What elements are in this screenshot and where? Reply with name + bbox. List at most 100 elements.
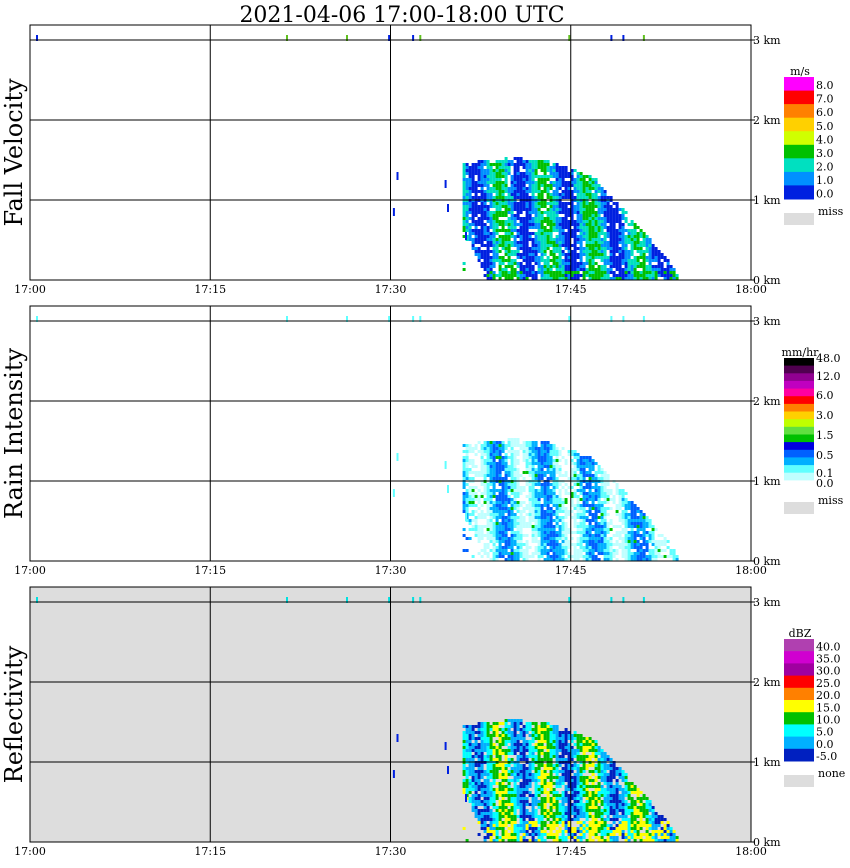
echo-cell bbox=[534, 462, 538, 465]
echo-cell bbox=[495, 253, 499, 256]
echo-cell bbox=[564, 558, 568, 561]
echo-cell bbox=[543, 531, 547, 534]
echo-cell bbox=[465, 172, 469, 175]
echo-cell bbox=[510, 543, 514, 546]
echo-cell bbox=[492, 516, 496, 519]
echo-cell bbox=[516, 833, 520, 836]
echo-cell bbox=[537, 516, 541, 519]
echo-cell bbox=[534, 839, 538, 842]
echo-cell bbox=[582, 235, 586, 238]
echo-cell bbox=[531, 728, 535, 731]
echo-cell bbox=[633, 244, 637, 247]
echo-cell bbox=[546, 510, 550, 513]
echo-cell bbox=[549, 495, 553, 498]
echo-cell bbox=[498, 546, 502, 549]
echo-cell bbox=[492, 447, 496, 450]
echo-cell bbox=[552, 504, 556, 507]
echo-cell bbox=[495, 160, 499, 163]
echo-cell bbox=[534, 220, 538, 223]
echo-cell bbox=[465, 734, 469, 737]
echo-cell bbox=[522, 537, 526, 540]
echo-cell bbox=[576, 226, 580, 229]
echo-cell bbox=[540, 815, 544, 818]
echo-cell bbox=[516, 779, 520, 782]
echo-cell bbox=[585, 534, 589, 537]
echo-cell bbox=[501, 274, 505, 277]
echo-cell bbox=[519, 244, 523, 247]
echo-cell bbox=[507, 543, 511, 546]
echo-cell bbox=[642, 519, 646, 522]
echo-cell bbox=[483, 740, 487, 743]
echo-cell bbox=[486, 504, 490, 507]
echo-cell bbox=[627, 274, 631, 277]
echo-cell bbox=[597, 202, 601, 205]
echo-cell bbox=[525, 558, 529, 561]
echo-cell bbox=[639, 244, 643, 247]
echo-cell bbox=[537, 211, 541, 214]
echo-cell bbox=[519, 181, 523, 184]
echo-cell bbox=[642, 522, 646, 525]
echo-cell bbox=[480, 764, 484, 767]
echo-cell bbox=[516, 486, 520, 489]
echo-cell bbox=[570, 259, 574, 262]
echo-cell bbox=[579, 193, 583, 196]
echo-cell bbox=[501, 516, 505, 519]
echo-cell bbox=[534, 833, 538, 836]
echo-cell bbox=[531, 800, 535, 803]
echo-cell bbox=[564, 271, 568, 274]
echo-cell bbox=[552, 447, 556, 450]
echo-cell bbox=[492, 462, 496, 465]
echo-cell bbox=[645, 238, 649, 241]
legend-label: 0.0 bbox=[816, 477, 834, 490]
echo-cell bbox=[483, 489, 487, 492]
echo-cell bbox=[597, 546, 601, 549]
echo-cell bbox=[552, 555, 556, 558]
echo-cell bbox=[507, 519, 511, 522]
echo-cell bbox=[609, 492, 613, 495]
echo-cell bbox=[591, 543, 595, 546]
echo-cell bbox=[564, 447, 568, 450]
echo-cell bbox=[636, 256, 640, 259]
echo-cell bbox=[615, 483, 619, 486]
echo-cell bbox=[627, 271, 631, 274]
echo-cell bbox=[498, 220, 502, 223]
echo-cell bbox=[558, 247, 562, 250]
echo-cell bbox=[558, 262, 562, 265]
echo-cell bbox=[486, 764, 490, 767]
echo-cell bbox=[501, 827, 505, 830]
echo-cell bbox=[579, 211, 583, 214]
echo-cell bbox=[495, 746, 499, 749]
echo-cell bbox=[561, 172, 565, 175]
echo-cell bbox=[495, 528, 499, 531]
echo-cell bbox=[576, 543, 580, 546]
echo-cell bbox=[570, 208, 574, 211]
echo-cell bbox=[627, 546, 631, 549]
echo-cell bbox=[576, 513, 580, 516]
echo-cell bbox=[492, 196, 496, 199]
echo-cell bbox=[522, 241, 526, 244]
echo-cell bbox=[501, 489, 505, 492]
echo-cell bbox=[471, 232, 475, 235]
echo-cell bbox=[603, 277, 607, 280]
echo-cell bbox=[486, 737, 490, 740]
echo-cell bbox=[522, 779, 526, 782]
echo-cell bbox=[495, 477, 499, 480]
echo-cell bbox=[540, 504, 544, 507]
echo-cell bbox=[465, 549, 469, 552]
echo-cell bbox=[600, 202, 604, 205]
echo-cell bbox=[504, 465, 508, 468]
echo-cell bbox=[588, 208, 592, 211]
echo-cell bbox=[570, 193, 574, 196]
echo-cell bbox=[531, 447, 535, 450]
echo-cell bbox=[582, 528, 586, 531]
echo-cell bbox=[576, 217, 580, 220]
echo-cell bbox=[483, 232, 487, 235]
echo-cell bbox=[462, 459, 466, 462]
echo-cell bbox=[531, 501, 535, 504]
echo-cell bbox=[465, 516, 469, 519]
echo-cell bbox=[627, 235, 631, 238]
echo-cell bbox=[525, 202, 529, 205]
echo-cell bbox=[630, 516, 634, 519]
echo-cell bbox=[522, 546, 526, 549]
echo-cell bbox=[648, 247, 652, 250]
